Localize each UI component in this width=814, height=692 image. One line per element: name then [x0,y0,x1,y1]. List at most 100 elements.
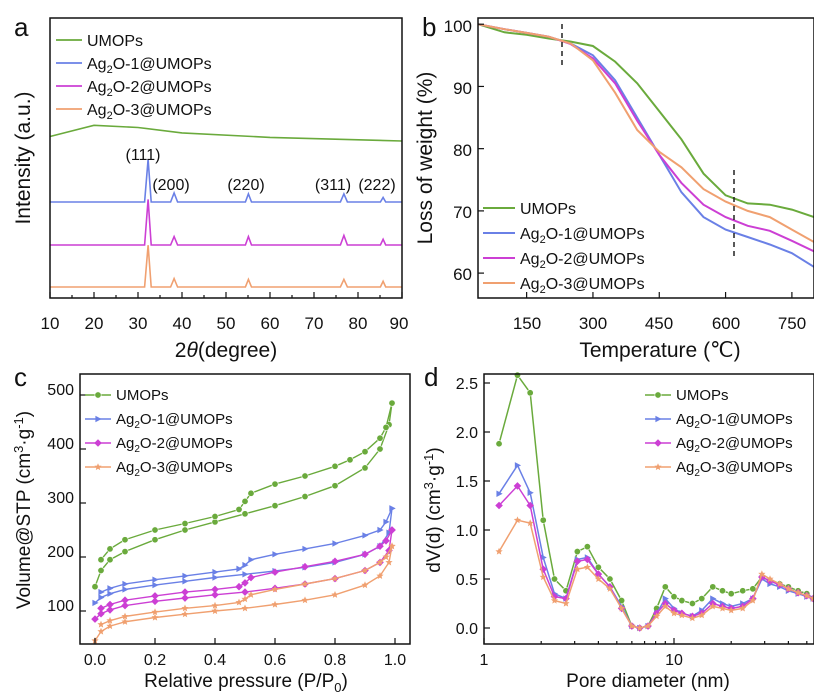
panel-c-point-ag2o-2 [388,526,396,534]
panel-c-point-ag2o-2 [331,557,339,566]
panel-d-point-ag2o-3 [749,596,757,604]
panel-c-point-umops [382,423,390,431]
panel-d-point-ag2o-2 [513,482,522,490]
panel-d-point-umops [688,599,696,607]
panel-d-point-ag2o-3 [562,599,570,607]
panel-c-point-ag2o-2 [235,582,243,591]
panel-b-xtick-300: 300 [579,314,607,333]
panel-d-point-ag2o-1 [540,554,547,561]
panel-c-ytick-200: 200 [47,544,74,561]
panel-a-letter: a [14,12,29,42]
panel-c-ytick-300: 300 [47,490,74,507]
panel-d-point-ag2o-3 [698,611,706,619]
panel-c-xtick-0-6: 0.6 [264,652,286,669]
panel-d-point-ag2o-3 [653,612,661,620]
panel-c-legend-ag2o-3: Ag2O-3@UMOPs [116,459,233,479]
panel-d-point-umops [526,389,534,397]
panel-a-xtick-20: 20 [85,314,104,333]
panel-c-point-umops [376,434,384,442]
panel-a-legend-ag2o-2: Ag2O-2@UMOPs [87,79,212,99]
panel-c-point-ag2o-3 [388,542,396,550]
panel-c-point-ag2o-3 [106,616,114,624]
panel-b-xtick-150: 150 [513,314,541,333]
panel-b-ytick-100: 100 [444,17,472,36]
panel-b-xlabel: Temperature (℃) [579,339,740,362]
panel-c-point-ag2o-1 [302,545,309,553]
panel-b-xtick-750: 750 [778,314,806,333]
panel-c-point-ag2o-2 [376,542,384,550]
panel-c-point-ag2o-3 [181,610,189,618]
panel-c-point-umops [151,526,159,534]
panel-c-point-ag2o-1 [212,574,219,581]
panel-c-xlabel: Relative pressure (P/P0) [144,671,348,692]
panel-d-point-ag2o-3 [495,547,503,555]
panel-c-series-ag2o-3-desorption [100,545,393,626]
panel-d-point-ag2o-3 [606,585,614,592]
panel-c-point-umops [241,510,249,518]
panel-c-ytick-100: 100 [47,598,74,615]
panel-d-point-ag2o-3 [513,516,522,524]
panel-d-xtick-1: 1 [480,652,489,669]
panel-c-point-ag2o-1 [107,590,114,597]
panel-a-xtick-60: 60 [261,314,280,333]
panel-d-point-ag2o-3 [794,588,802,596]
panel-d-point-ag2o-3 [628,622,636,630]
panel-c-point-ag2o-1 [362,532,369,539]
panel-d-legend-ag2o-2: Ag2O-2@UMOPs [676,435,793,455]
panel-c-point-ag2o-2 [151,597,159,606]
panel-d-point-ag2o-3 [539,573,547,581]
panel-b-series-umops [477,23,814,219]
panel-c-point-ag2o-3 [376,558,384,566]
panel-c-legend-marker-ag2o-2 [94,439,102,447]
panel-c-point-umops [181,526,189,534]
panel-a-legend-ag2o-3: Ag2O-3@UMOPs [87,102,212,122]
panel-d-ticks [483,382,808,644]
panel-c-point-ag2o-2 [271,568,279,576]
panel-c-point-ag2o-3 [97,620,105,628]
panel-d-point-ag2o-3 [661,602,669,610]
panel-c-point-ag2o-1 [332,540,339,547]
panel-c-point-ag2o-2 [241,588,249,596]
panel-c-point-ag2o-1 [236,565,243,573]
panel-d-xlabel: Pore diameter (nm) [566,671,730,692]
panel-c-point-ag2o-2 [151,592,159,600]
panel-c-point-ag2o-3 [151,608,159,616]
panel-c-point-ag2o-2 [91,615,99,623]
panel-c-xtick-1-0: 1.0 [384,652,406,669]
panel-d-point-ag2o-1 [710,595,717,602]
panel-c-point-umops [211,512,219,520]
panel-c-point-ag2o-2 [361,550,369,559]
panel-d-point-umops [749,585,757,593]
panel-d-point-ag2o-3 [809,594,814,602]
panel-d-point-umops [606,575,614,583]
panel-d-legend-marks [645,391,671,471]
panel-c-point-umops [301,472,309,480]
panel-d-ytick-0-5: 0.5 [456,572,478,589]
panel-c-point-ag2o-3 [241,595,249,603]
panel-c-point-umops [361,448,369,456]
panel-b-ytick-60: 60 [453,265,472,284]
panel-a-peak-220: (220) [227,177,264,194]
panel-b-ticks [478,23,793,298]
panel-d-point-ag2o-3 [784,585,792,592]
panel-d-point-ag2o-3 [618,604,626,612]
panel-c-point-ag2o-1 [98,588,105,596]
panel-d-ylabel: dV(d) (cm3·g-1) [421,447,445,572]
panel-c-point-ag2o-1 [98,594,105,601]
panel-a-peak-111: (111) [126,147,161,164]
panel-d-series-ag2o-1 [498,463,814,629]
panel-c-point-ag2o-3 [151,613,159,621]
panel-d-point-umops [539,516,547,524]
panel-c-point-umops [247,489,255,497]
panel-b-ytick-70: 70 [453,203,472,222]
panel-b-ylabel: Loss of weight (%) [414,72,437,245]
panel-c-point-ag2o-2 [121,596,129,604]
panel-b-legend-umops: UMOPs [520,201,576,218]
panel-a: a 10 20 30 40 50 60 70 80 90 2θ(degree) … [12,12,408,362]
panel-c-point-ag2o-1 [272,551,279,558]
panel-d-letter: d [424,362,438,392]
panel-c-series-ag2o-1-desorption [100,508,393,593]
panel-c-point-ag2o-3 [361,581,369,589]
panel-c-point-ag2o-2 [181,594,189,602]
panel-b-legend-ag2o-3: Ag2O-3@UMOPs [520,276,645,296]
